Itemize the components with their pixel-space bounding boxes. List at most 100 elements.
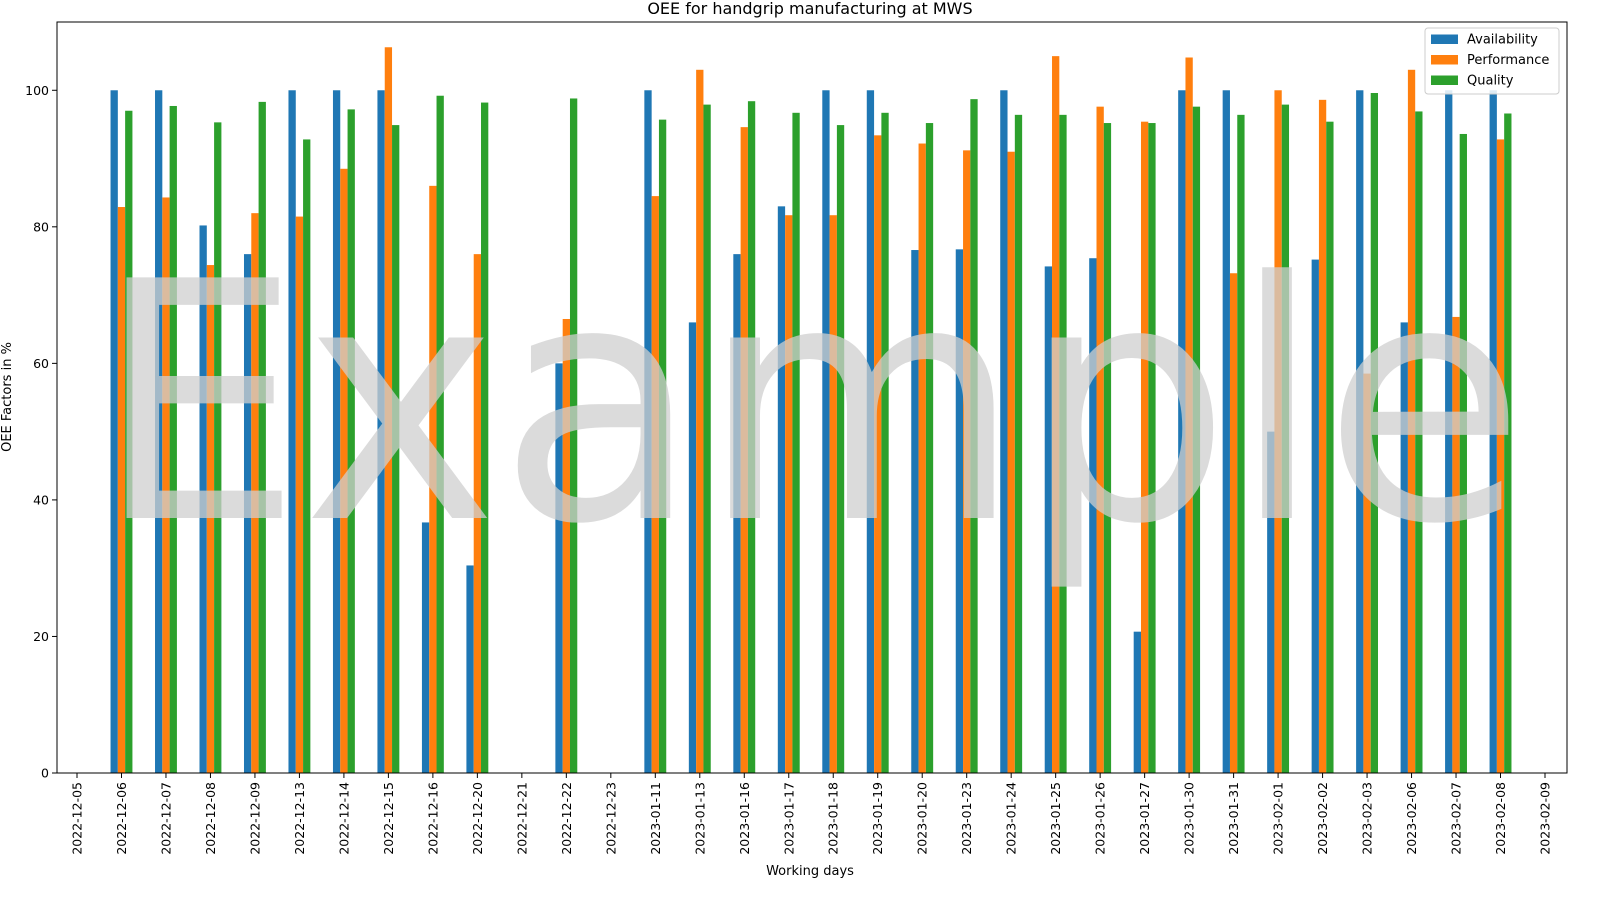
bar-availability (243, 254, 252, 773)
bar-availability (1133, 631, 1141, 773)
bar-quality (925, 123, 934, 774)
bar-availability (1356, 90, 1364, 773)
bar-quality (1014, 114, 1023, 774)
x-tick-label: 2022-12-08 (203, 782, 218, 855)
bar-performance (1407, 69, 1416, 774)
bar-quality (658, 119, 667, 773)
bar-quality (569, 98, 578, 774)
x-tick-label: 2022-12-06 (114, 782, 129, 855)
bar-availability (1089, 258, 1097, 774)
y-tick-label: 80 (33, 219, 49, 234)
x-tick-label: 2023-01-18 (826, 782, 841, 855)
bar-quality (436, 95, 444, 774)
bar-availability (866, 90, 875, 773)
x-tick-label: 2023-02-06 (1404, 782, 1419, 855)
bar-availability (1311, 259, 1319, 774)
bar-quality (347, 109, 355, 773)
bar-availability (1400, 322, 1408, 773)
bar-performance (1363, 373, 1371, 773)
bar-performance (206, 265, 215, 773)
bar-availability (911, 250, 919, 773)
x-tick-label: 2022-12-15 (381, 782, 396, 855)
bar-quality (1504, 113, 1512, 774)
x-tick-label: 2023-02-09 (1538, 782, 1553, 855)
bar-quality (1148, 123, 1156, 774)
bar-quality (1415, 111, 1423, 773)
bar-availability (377, 90, 385, 773)
y-tick-label: 60 (33, 356, 49, 371)
bar-performance (1229, 273, 1238, 773)
bar-performance (1452, 316, 1460, 773)
bar-performance (785, 215, 793, 773)
bar-availability (199, 225, 207, 773)
x-tick-label: 2023-02-08 (1493, 782, 1508, 855)
legend-swatch-quality (1431, 75, 1458, 85)
bar-availability (466, 565, 474, 773)
legend-label-availability: Availability (1467, 33, 1538, 48)
chart-title: OEE for handgrip manufacturing at MWS (647, 0, 972, 18)
bar-performance (963, 150, 971, 774)
bar-quality (392, 125, 400, 774)
x-tick-label: 2022-12-05 (70, 782, 85, 855)
legend-swatch-availability (1431, 34, 1458, 44)
bar-availability (644, 90, 652, 773)
bar-availability (1044, 266, 1053, 773)
bar-performance (1185, 57, 1193, 773)
bar-quality (792, 112, 800, 774)
bar-quality (836, 125, 845, 774)
x-tick-label: 2023-02-03 (1360, 782, 1375, 855)
bar-performance (473, 254, 482, 773)
x-tick-label: 2022-12-23 (603, 782, 618, 855)
bar-quality (881, 112, 889, 774)
bar-availability (110, 90, 118, 773)
x-tick-label: 2023-01-20 (915, 782, 930, 855)
bar-quality (258, 101, 266, 773)
x-tick-label: 2023-01-16 (737, 782, 752, 855)
bar-availability (688, 322, 697, 773)
bar-performance (162, 197, 170, 773)
bar-availability (421, 522, 430, 773)
watermark-text: Example (94, 212, 1526, 596)
bar-availability (1489, 90, 1497, 773)
bar-availability (1267, 431, 1275, 773)
bar-performance (740, 127, 748, 773)
bar-quality (1059, 114, 1067, 774)
bar-availability (1445, 90, 1453, 773)
x-tick-label: 2022-12-07 (158, 782, 173, 855)
bar-quality (1326, 121, 1334, 774)
bar-performance (251, 213, 259, 773)
bar-performance (1052, 56, 1060, 773)
legend: Availability Performance Quality (1424, 27, 1560, 95)
x-tick-label: 2023-01-24 (1004, 782, 1019, 855)
x-tick-label: 2022-12-16 (425, 782, 440, 855)
bar-performance (384, 47, 393, 773)
bar-quality (125, 110, 133, 773)
bar-performance (1318, 99, 1327, 773)
bar-performance (1096, 106, 1104, 773)
x-tick-label: 2022-12-14 (336, 782, 351, 855)
x-tick-label: 2023-01-19 (870, 782, 885, 855)
bar-availability (555, 363, 563, 773)
legend-label-performance: Performance (1467, 53, 1549, 68)
bar-quality (1281, 104, 1290, 774)
bar-availability (777, 206, 786, 774)
bar-quality (1459, 133, 1467, 774)
bar-performance (1140, 121, 1149, 774)
x-tick-label: 2023-01-17 (781, 782, 796, 855)
x-tick-label: 2022-12-22 (559, 782, 574, 855)
y-tick-label: 100 (25, 83, 49, 98)
bar-performance (562, 318, 570, 773)
x-tick-label: 2022-12-09 (247, 782, 262, 855)
x-tick-label: 2023-01-31 (1226, 782, 1241, 855)
y-tick-label: 40 (33, 492, 49, 507)
x-tick-label: 2023-02-02 (1315, 782, 1330, 855)
bar-availability (332, 90, 341, 773)
bar-performance (1496, 139, 1505, 773)
x-axis-label: Working days (766, 864, 854, 879)
bar-quality (703, 104, 711, 774)
x-tick-label: 2023-02-01 (1271, 782, 1286, 855)
plot-area-frame (56, 21, 1568, 774)
y-axis-label: OEE Factors in % (0, 342, 15, 452)
